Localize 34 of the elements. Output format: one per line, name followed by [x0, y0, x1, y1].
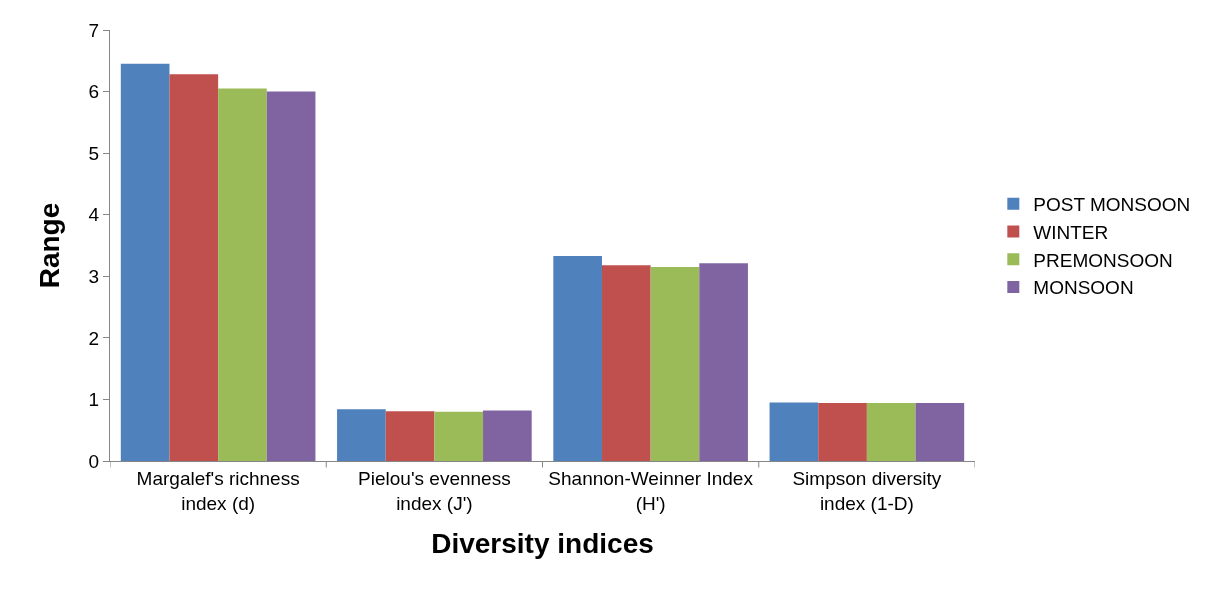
y-tick-label: 2	[88, 327, 100, 349]
legend-label: POST MONSOON	[1033, 194, 1191, 216]
y-tick-label: 5	[88, 142, 100, 164]
bar	[385, 411, 435, 461]
bar	[120, 63, 170, 461]
bar	[915, 403, 965, 461]
x-tick-label: Shannon-Weinner Index (H')	[548, 467, 754, 514]
x-tick-label: Pielou's evenness index (J')	[358, 467, 511, 514]
y-tick-label: 0	[88, 450, 100, 472]
legend-label: PREMONSOON	[1033, 249, 1173, 271]
bar	[818, 403, 867, 461]
bar	[169, 74, 219, 461]
bar	[601, 265, 651, 461]
bar	[769, 402, 819, 461]
bar	[650, 267, 700, 461]
bar	[266, 91, 316, 461]
bar	[434, 411, 484, 461]
y-axis-title: Range	[34, 202, 66, 289]
bar	[337, 409, 386, 461]
bar	[553, 255, 602, 461]
bar	[483, 410, 532, 461]
bar	[866, 403, 916, 461]
y-tick-label: 6	[88, 81, 100, 103]
x-tick-label: Margalef's richness index (d)	[136, 467, 300, 514]
y-tick-label: 7	[88, 19, 100, 41]
y-tick-label: 3	[88, 265, 100, 287]
bar	[699, 263, 748, 461]
x-tick-label: Simpson diversity index (1-D)	[792, 467, 942, 514]
y-tick-label: 1	[88, 389, 100, 411]
y-tick-label: 4	[88, 204, 100, 226]
bar	[218, 88, 267, 461]
legend-label: WINTER	[1033, 221, 1109, 243]
legend-label: MONSOON	[1033, 277, 1134, 299]
x-axis-title: Diversity indices	[431, 527, 654, 559]
